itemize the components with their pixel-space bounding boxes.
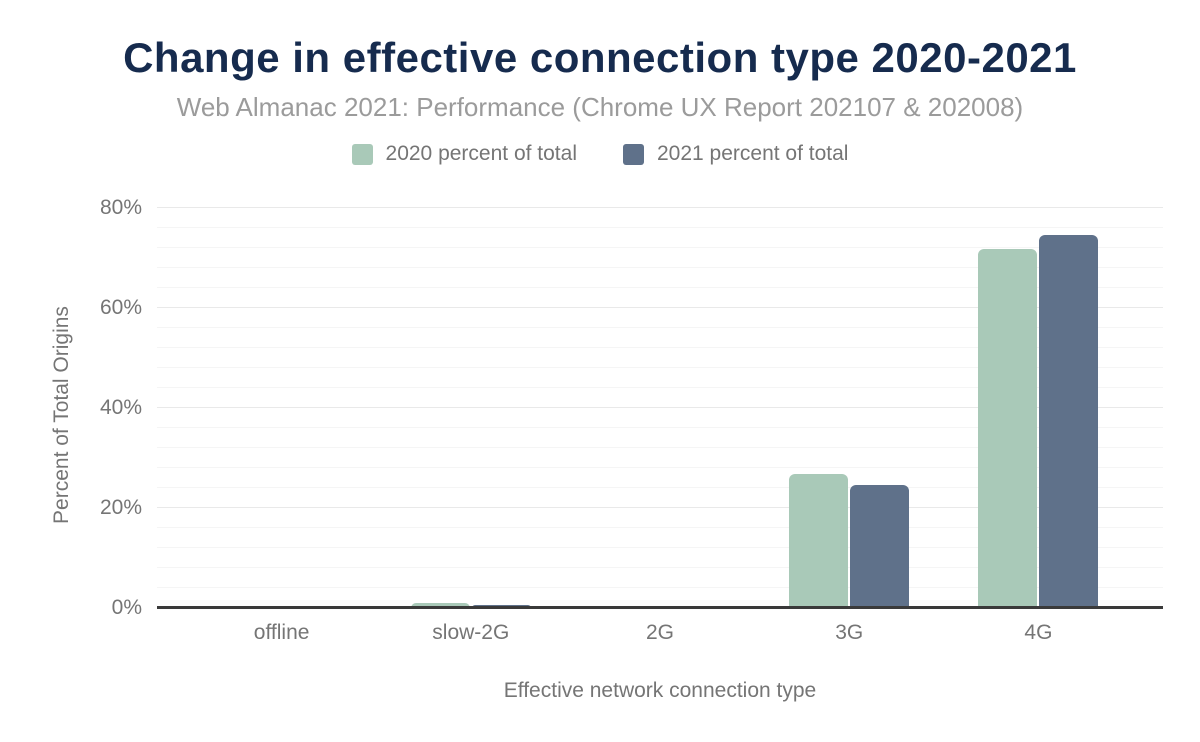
minor-gridline bbox=[157, 267, 1163, 268]
minor-gridline bbox=[157, 567, 1163, 568]
major-gridline bbox=[157, 307, 1163, 308]
x-axis-line bbox=[157, 606, 1163, 609]
y-axis-tick-labels: 0% 20% 40% 60% 80% bbox=[0, 196, 142, 619]
bar-groups bbox=[157, 208, 1163, 608]
x-tick-label-3g: 3G bbox=[835, 621, 864, 644]
minor-gridline bbox=[157, 227, 1163, 228]
y-tick-label: 60% bbox=[99, 296, 142, 319]
legend: 2020 percent of total 2021 percent of to… bbox=[0, 142, 1200, 166]
y-tick-label: 0% bbox=[111, 596, 142, 619]
legend-label-2020: 2020 percent of total bbox=[385, 142, 577, 165]
bar-group-3g bbox=[755, 208, 944, 608]
y-axis-title: Percent of Total Origins bbox=[50, 306, 73, 524]
legend-label-2021: 2021 percent of total bbox=[657, 142, 849, 165]
minor-gridline bbox=[157, 387, 1163, 388]
x-tick-label-offline: offline bbox=[253, 621, 310, 644]
chart-subtitle: Web Almanac 2021: Performance (Chrome UX… bbox=[176, 92, 1024, 122]
minor-gridline bbox=[157, 287, 1163, 288]
plot-area bbox=[157, 207, 1163, 608]
bar-group-slow-2g bbox=[376, 208, 565, 608]
legend-swatch-2020 bbox=[351, 143, 373, 165]
minor-gridline bbox=[157, 347, 1163, 348]
x-axis-tick-labels: offline slow-2G 2G 3G 4G bbox=[157, 621, 1163, 645]
bar-group-2g bbox=[565, 208, 754, 608]
bar-group-4g bbox=[944, 208, 1133, 608]
x-tick-label-slow-2g: slow-2G bbox=[432, 621, 510, 644]
bar-2020-4g[interactable] bbox=[978, 249, 1038, 608]
x-axis-title: Effective network connection type bbox=[503, 679, 817, 702]
bar-2020-slow-2g[interactable] bbox=[410, 602, 470, 608]
minor-gridline bbox=[157, 527, 1163, 528]
minor-gridline bbox=[157, 547, 1163, 548]
x-tick-label-2g: 2G bbox=[646, 621, 675, 644]
minor-gridline bbox=[157, 447, 1163, 448]
major-gridline bbox=[157, 507, 1163, 508]
bar-2020-3g[interactable] bbox=[789, 474, 849, 608]
minor-gridline bbox=[157, 467, 1163, 468]
minor-gridline bbox=[157, 327, 1163, 328]
minor-gridline bbox=[157, 487, 1163, 488]
bar-2021-3g[interactable] bbox=[850, 485, 910, 608]
legend-item-2020: 2020 percent of total bbox=[351, 142, 577, 166]
minor-gridline bbox=[157, 427, 1163, 428]
x-tick-label-4g: 4G bbox=[1024, 621, 1053, 644]
minor-gridline bbox=[157, 587, 1163, 588]
minor-gridline bbox=[157, 367, 1163, 368]
y-tick-label: 20% bbox=[99, 496, 142, 519]
y-tick-label: 40% bbox=[99, 396, 142, 419]
minor-gridline bbox=[157, 247, 1163, 248]
major-gridline bbox=[157, 407, 1163, 408]
y-tick-label: 80% bbox=[99, 196, 142, 219]
major-gridline bbox=[157, 207, 1163, 208]
bar-group-offline bbox=[187, 208, 376, 608]
legend-item-2021: 2021 percent of total bbox=[623, 142, 848, 166]
bar-2021-4g[interactable] bbox=[1039, 234, 1099, 608]
chart-title: Change in effective connection type 2020… bbox=[123, 34, 1077, 81]
legend-swatch-2021 bbox=[623, 143, 644, 165]
